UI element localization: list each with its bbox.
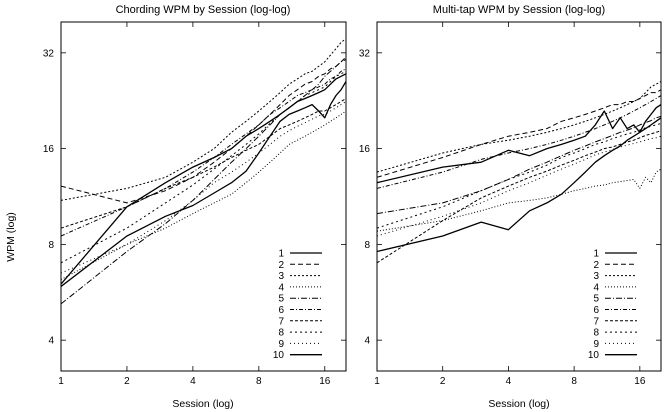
- multitap-x-tick-label: 2: [440, 376, 446, 387]
- multitap-x-tick-label: 4: [506, 376, 512, 387]
- multitap-series-line-9: [377, 135, 661, 237]
- chording-legend-label: 6: [278, 305, 284, 316]
- chording-x-tick-label: 2: [124, 376, 130, 387]
- chording-title: Chording WPM by Session (log-log): [116, 4, 291, 16]
- multitap-legend-label: 4: [593, 282, 599, 293]
- multitap-y-tick-label: 8: [364, 240, 370, 251]
- chording-panel: Chording WPM by Session (log-log) Sessio…: [5, 4, 347, 410]
- multitap-series-line-8: [377, 122, 661, 229]
- multitap-legend-label: 3: [593, 271, 599, 282]
- chording-series-group: [61, 38, 346, 305]
- multitap-legend-label: 9: [593, 339, 599, 350]
- multitap-panel: Multi-tap WPM by Session (log-log) Sessi…: [359, 4, 662, 410]
- chording-legend-label: 10: [273, 350, 285, 361]
- multitap-x-tick-label: 16: [634, 376, 646, 387]
- chording-series-line-5: [61, 59, 346, 305]
- chording-legend-label: 4: [278, 282, 284, 293]
- chording-y-tick-label: 32: [43, 48, 55, 59]
- multitap-series-line-4: [377, 168, 661, 232]
- multitap-x-tick-label: 8: [571, 376, 577, 387]
- multitap-title: Multi-tap WPM by Session (log-log): [433, 4, 605, 16]
- multitap-x-axis-label: Session (log): [488, 398, 549, 410]
- chording-plot-frame: [60, 21, 347, 372]
- multitap-series-line-3: [377, 81, 661, 173]
- chording-legend-label: 8: [278, 328, 284, 339]
- multitap-plot-frame: [376, 21, 662, 372]
- chording-legend-label: 9: [278, 339, 284, 350]
- chording-legend-label: 7: [278, 316, 284, 327]
- multitap-legend-label: 1: [593, 249, 599, 260]
- multitap-legend-label: 5: [593, 294, 599, 305]
- multitap-series-line-7: [377, 130, 661, 264]
- multitap-x-tick-label: 1: [374, 376, 380, 387]
- multitap-y-tick-label: 32: [359, 48, 371, 59]
- multitap-series-line-6: [377, 95, 661, 189]
- chording-legend-label: 2: [278, 260, 284, 271]
- chording-series-line-6: [61, 68, 346, 237]
- multitap-legend-label: 10: [588, 350, 600, 361]
- chording-legend-label: 5: [278, 294, 284, 305]
- chording-series-line-3: [61, 38, 346, 201]
- chording-series-line-7: [61, 98, 346, 229]
- chording-series-line-9: [61, 101, 346, 274]
- multitap-legend-label: 2: [593, 260, 599, 271]
- multitap-legend-label: 6: [593, 305, 599, 316]
- multitap-legend-label: 7: [593, 316, 599, 327]
- multitap-series-line-1: [377, 117, 661, 253]
- chording-x-tick-label: 16: [319, 376, 331, 387]
- multitap-series-line-10: [377, 104, 661, 184]
- chording-x-tick-label: 1: [58, 376, 64, 387]
- multitap-series-group: [377, 81, 661, 264]
- chording-series-line-1: [61, 81, 346, 288]
- chording-x-tick-label: 8: [256, 376, 262, 387]
- chording-y-tick-label: 16: [43, 144, 55, 155]
- chording-legend-label: 1: [278, 249, 284, 260]
- multitap-series-line-5: [377, 115, 661, 215]
- chording-series-line-10: [61, 73, 346, 285]
- multitap-legend-label: 8: [593, 328, 599, 339]
- chording-x-tick-label: 4: [190, 376, 196, 387]
- chording-y-axis-label: WPM (log): [5, 212, 17, 262]
- chording-y-tick-label: 4: [48, 336, 54, 347]
- chording-series-line-2: [61, 56, 346, 204]
- chording-legend-label: 3: [278, 271, 284, 282]
- multitap-y-tick-label: 16: [359, 144, 371, 155]
- multitap-y-tick-label: 4: [364, 336, 370, 347]
- chording-x-axis-label: Session (log): [172, 398, 233, 410]
- multitap-series-line-2: [377, 89, 661, 178]
- chording-y-tick-label: 8: [48, 240, 54, 251]
